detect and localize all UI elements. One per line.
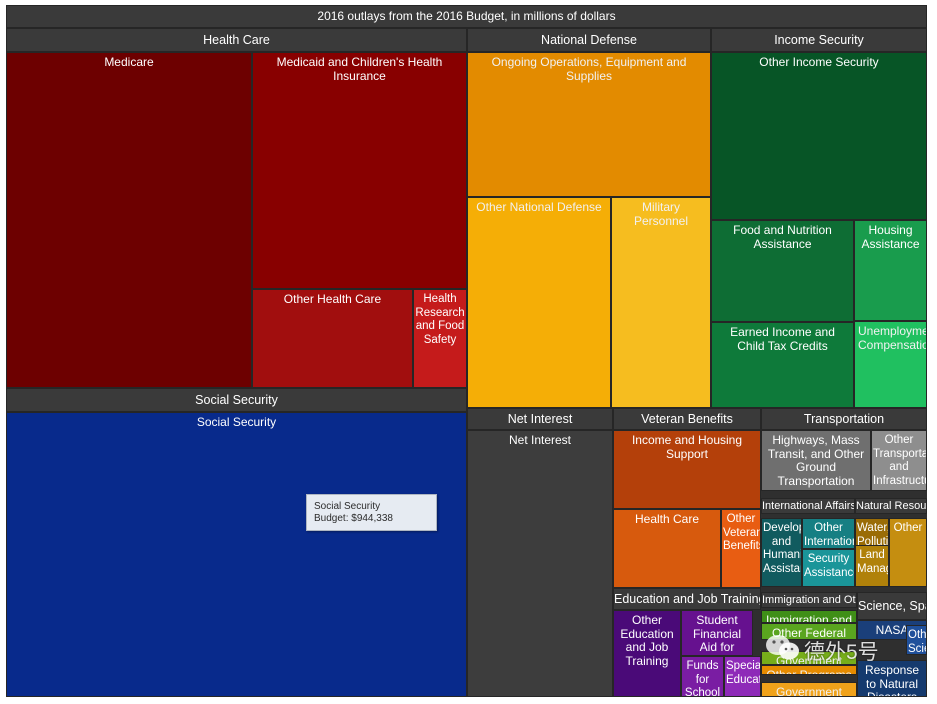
treemap-cell-immigration-and-law-enforcement[interactable]: Immigration and Law Enforcement [761,610,857,623]
treemap-cell-other-health-care[interactable]: Other Health Care [252,289,413,388]
treemap-cell-social-security[interactable]: Social Security [6,412,467,697]
tooltip: Social Security Budget: $944,338 [306,494,437,531]
cell-label: Medicare [104,55,154,69]
treemap-cell-funds-for-school[interactable]: Funds for School [681,656,724,697]
treemap-cell-highways-mass-transit-and-other-ground-transportation[interactable]: Highways, Mass Transit, and Other Ground… [761,430,871,491]
treemap-cell-other-science-research[interactable]: Other Science Research [906,625,927,655]
cell-label: Earned Income and Child Tax Credits [730,325,835,353]
group-header-net-interest[interactable]: Net Interest [467,408,613,430]
group-header-income-security[interactable]: Income Security [711,28,927,52]
treemap-cell-housing-assistance[interactable]: Housing Assistance [854,220,927,321]
group-header-social-security[interactable]: Social Security [6,388,467,412]
treemap-cell-medicaid-and-children-s-health-insurance[interactable]: Medicaid and Children's Health Insurance [252,52,467,289]
cell-label: Other Federal [771,626,847,640]
treemap-cell-government[interactable]: Government [761,682,857,697]
cell-label: Health Care [634,512,700,526]
treemap-cell-government[interactable]: Government [761,651,857,665]
chart-title: 2016 outlays from the 2016 Budget, in mi… [6,5,927,28]
treemap-cell-net-interest[interactable]: Net Interest [467,430,613,697]
cell-label: Income and Housing Support [631,433,743,461]
treemap-cell-ongoing-operations-equipment-and-supplies[interactable]: Ongoing Operations, Equipment and Suppli… [467,52,711,197]
cell-label: Other Science Research [908,629,927,655]
group-header-transportation[interactable]: Transportation [761,408,927,430]
group-header-natural-resources-and-environment[interactable]: Natural Resources and Environment [855,498,927,514]
treemap-cell-security-assistance[interactable]: Security Assistance [802,549,855,587]
cell-label: Special Education [726,660,761,686]
treemap-cell-health-care[interactable]: Health Care [613,509,721,588]
cell-label: Medicaid and Children's Health Insurance [276,55,443,83]
treemap-cell-unemployment-compensation[interactable]: Unemployment Compensation [854,321,927,408]
treemap-cell-response-to-natural-disasters[interactable]: Response to Natural Disasters [857,660,927,697]
group-header-veteran-benefits[interactable]: Veteran Benefits [613,408,761,430]
cell-label: Security Assistance [804,553,855,579]
cell-label: Student Financial Aid for College [692,613,742,655]
treemap-cell-other-national-defense[interactable]: Other National Defense [467,197,611,408]
cell-label: Other Education and Job Training [620,613,674,668]
treemap-cell-income-and-housing-support[interactable]: Income and Housing Support [613,430,761,509]
tooltip-value: Budget: $944,338 [314,513,393,524]
cell-label: Net Interest [508,433,572,447]
cell-label: Other Income Security [759,55,879,69]
group-header-science-space-and-technology[interactable]: Science, Space, and Technology [857,592,927,620]
group-header-immigration-and-other-federal[interactable]: Immigration and Other Federal [761,592,857,608]
cell-label: Housing Assistance [861,223,920,251]
cell-label: Ongoing Operations, Equipment and Suppli… [491,55,687,83]
cell-label: Government [775,685,843,697]
cell-label: Response to Natural Disasters [864,663,920,697]
cell-label: Highways, Mass Transit, and Other Ground… [767,433,865,488]
cell-label: Social Security [196,415,277,429]
treemap-cell-military-personnel[interactable]: Military Personnel [611,197,711,408]
cell-label: Health Research and Food Safety [415,293,465,346]
tooltip-title: Social Security [314,501,381,512]
group-header-national-defense[interactable]: National Defense [467,28,711,52]
cell-label: Unemployment Compensation [858,324,926,352]
treemap-cell-medicare[interactable]: Medicare [6,52,252,388]
group-header-education-and-job-training[interactable]: Education and Job Training [613,588,761,610]
treemap-cell-food-and-nutrition-assistance[interactable]: Food and Nutrition Assistance [711,220,854,322]
cell-label: Other Programs [766,668,852,675]
treemap-cell-other-federal[interactable]: Other Federal [761,623,857,640]
treemap-cell-other-veterans-benefits[interactable]: Other Veterans Benefits [721,509,761,588]
treemap-cell-earned-income-and-child-tax-credits[interactable]: Earned Income and Child Tax Credits [711,322,854,408]
cell-label: Funds for School [684,660,721,697]
cell-label: Other Transportation and Infrastructure [873,434,927,487]
treemap-cell-other-education-and-job-training[interactable]: Other Education and Job Training [613,610,681,697]
treemap-cell-land-management[interactable]: Land Management [855,545,889,587]
treemap-cell-other-income-security[interactable]: Other Income Security [711,52,927,220]
treemap-cell-other-international-affairs[interactable]: Other International Affairs [802,518,855,549]
cell-label: Other Health Care [283,292,382,306]
cell-label: Military Personnel [633,200,689,228]
group-header-international-affairs[interactable]: International Affairs [761,498,855,514]
cell-label: Development and Humanitarian Assistance [763,522,802,575]
cell-label: Other Veterans Benefits [723,513,761,552]
treemap-chart: 2016 outlays from the 2016 Budget, in mi… [6,5,927,697]
cell-label: Immigration and Law Enforcement [765,613,853,623]
treemap-cell-health-research-and-food-safety[interactable]: Health Research and Food Safety [413,289,467,388]
treemap-cell-other-programs[interactable]: Other Programs [761,665,857,675]
group-header-health-care[interactable]: Health Care [6,28,467,52]
cell-label: Other International Affairs [804,522,854,548]
cell-label: NASA [875,623,909,637]
cell-label: Other National Defense [476,200,602,214]
treemap-cell-other-transportation-and-infrastructure[interactable]: Other Transportation and Infrastructure [871,430,927,491]
treemap-cell-student-financial-aid-for-college[interactable]: Student Financial Aid for College [681,610,753,656]
cell-label: Other [893,522,923,534]
treemap-cell-other[interactable]: Other [889,518,927,587]
cell-label: Land Management [857,549,889,575]
treemap-cell-special-education[interactable]: Special Education [724,656,761,697]
treemap-cell-development-and-humanitarian-assistance[interactable]: Development and Humanitarian Assistance [761,518,802,587]
cell-label: Government [775,654,843,665]
cell-label: Food and Nutrition Assistance [733,223,832,251]
